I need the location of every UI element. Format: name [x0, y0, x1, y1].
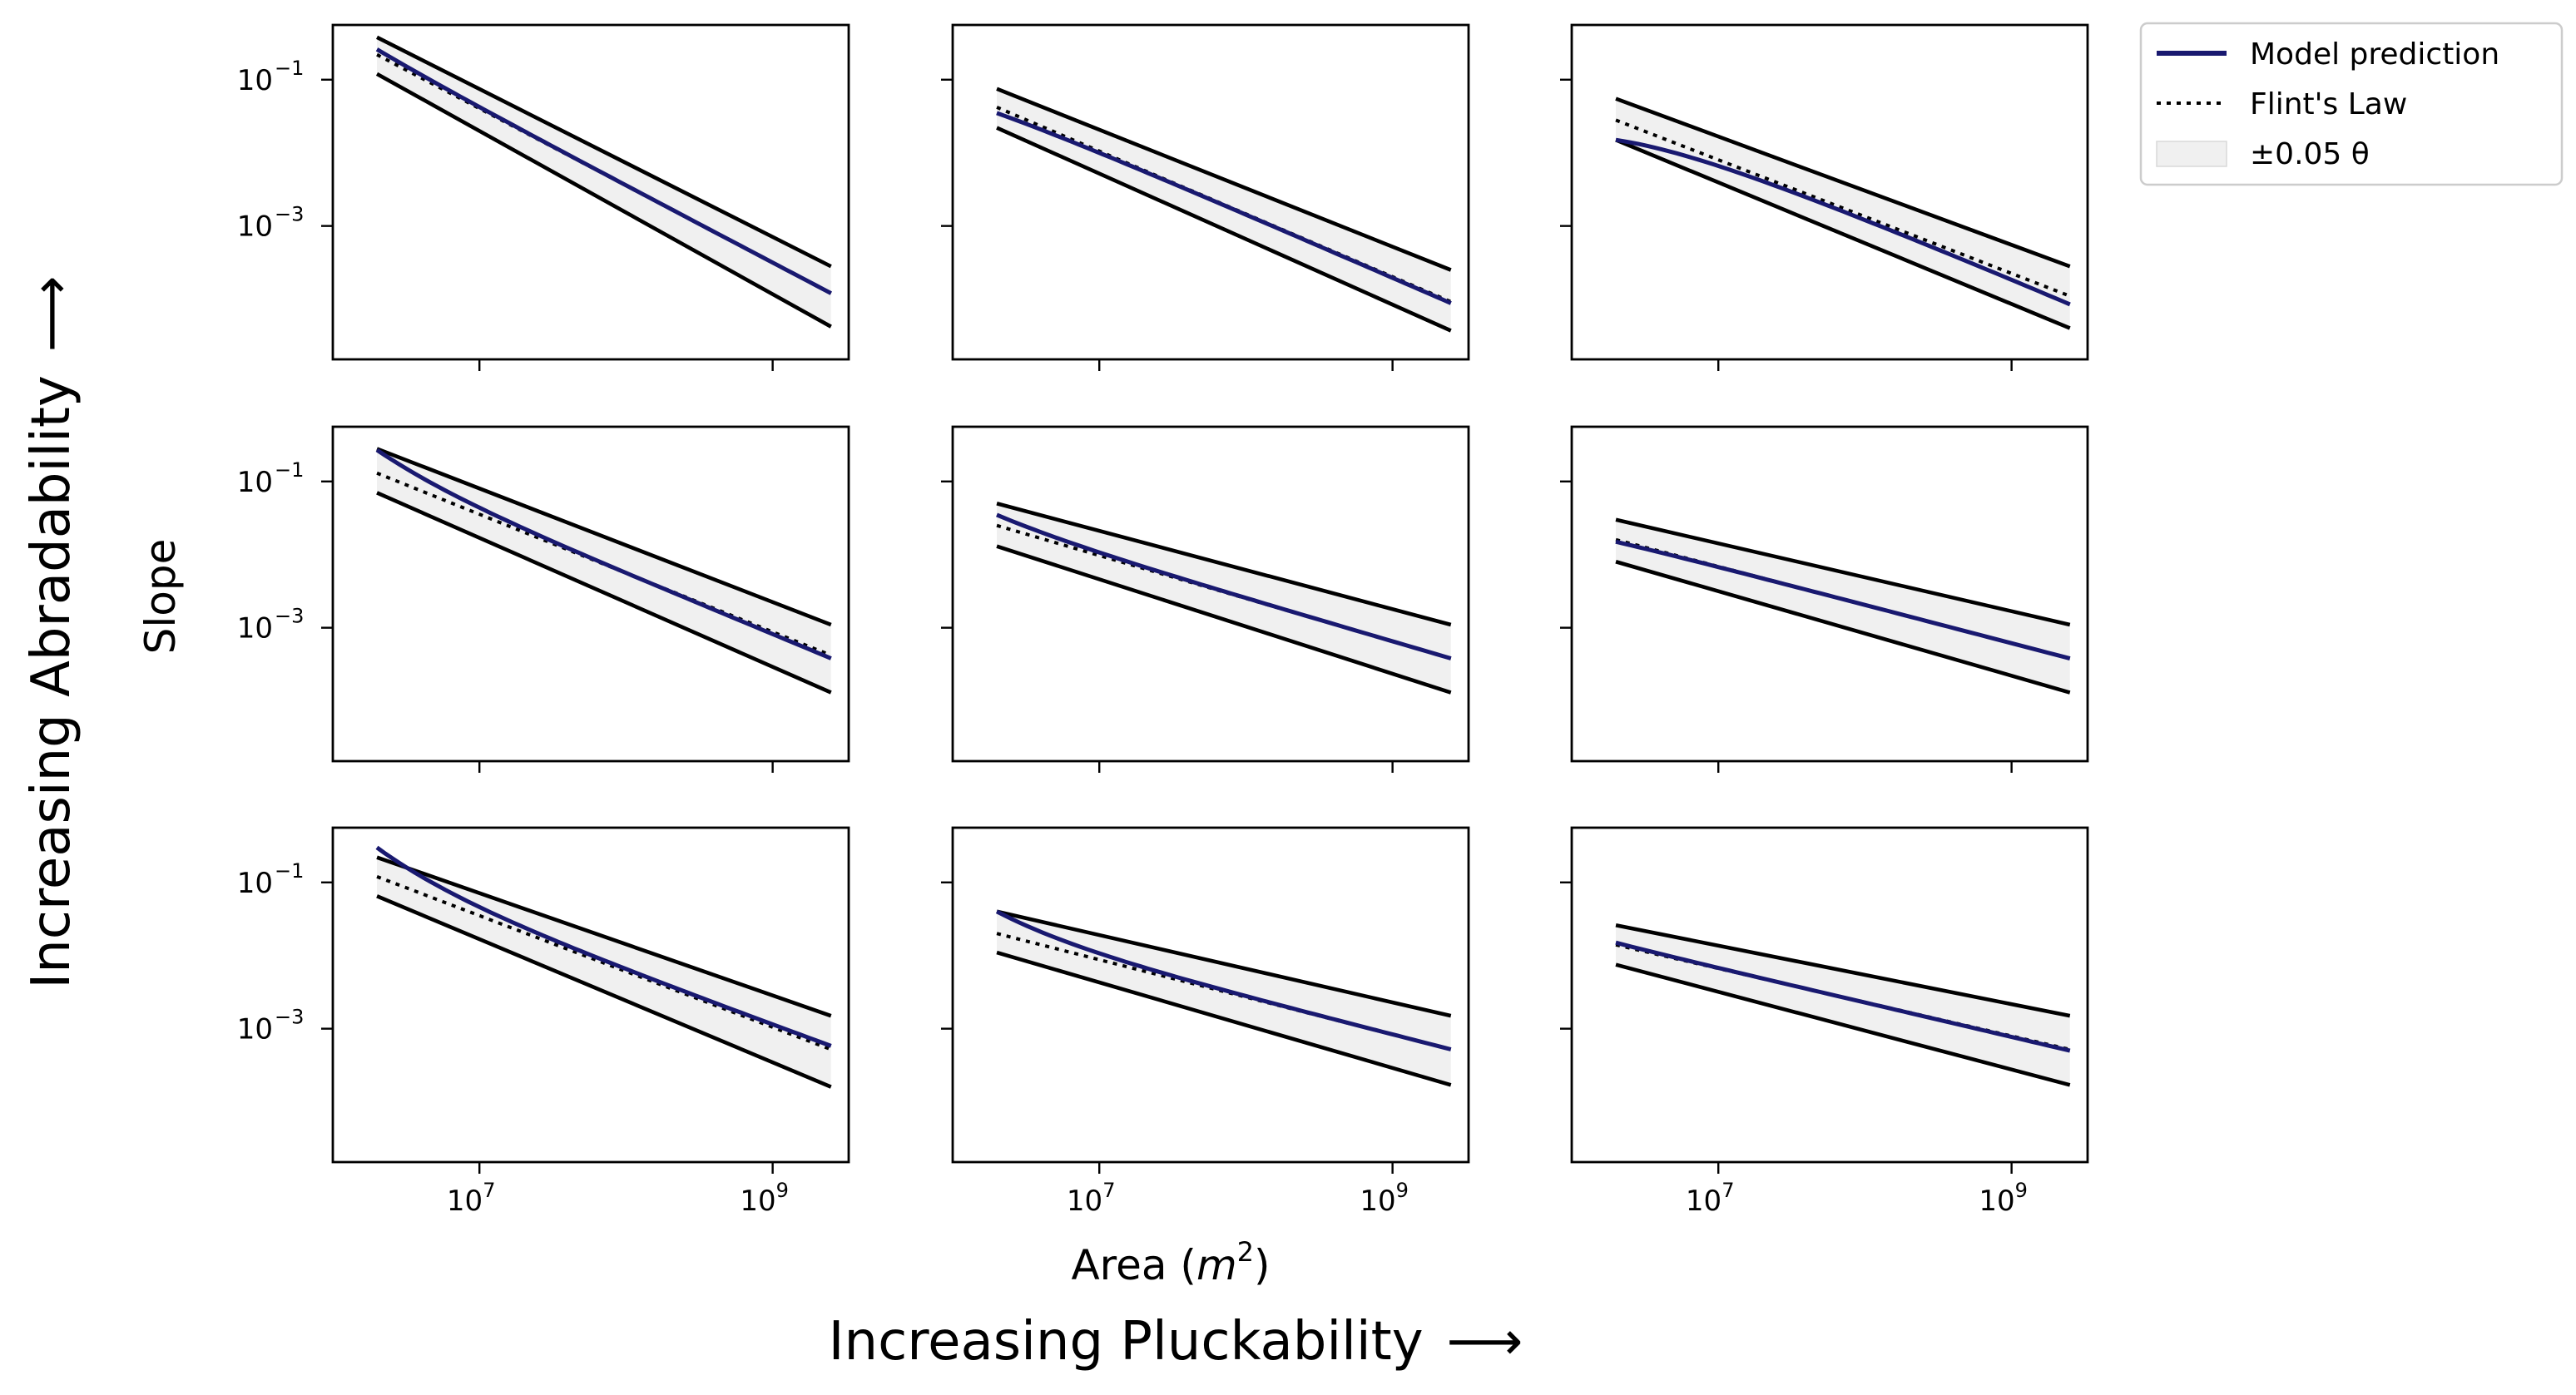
panel-frame — [951, 23, 1470, 361]
lower-bound-line — [996, 126, 1452, 333]
panel-frame — [331, 23, 850, 361]
panel-r1-c2 — [941, 23, 1470, 371]
column-direction-label: Increasing Pluckability ⟶ — [829, 1311, 1523, 1373]
legend-model-label: Model prediction — [2250, 37, 2499, 72]
y-tick-exponent: −1 — [275, 859, 304, 883]
model-prediction-line — [375, 47, 832, 295]
model-prediction-line — [375, 845, 832, 1048]
lower-bound-line — [375, 72, 832, 329]
panel-r2-c1: 10−110−3 — [237, 425, 850, 773]
y-tick-label: 10 — [237, 1013, 273, 1046]
panel-frame — [331, 826, 850, 1164]
upper-bound-line — [996, 502, 1452, 627]
panel-frame — [1570, 826, 2089, 1164]
y-tick-exponent: −1 — [275, 458, 304, 482]
band-fill — [377, 448, 831, 693]
model-prediction-line — [1615, 539, 2071, 661]
panel-frame — [951, 826, 1470, 1164]
model-prediction-line — [995, 909, 1452, 1051]
x-tick-label: 109 — [1360, 1179, 1409, 1218]
flint-law-line — [1615, 118, 2071, 298]
lower-bound-line — [1615, 138, 2071, 330]
legend: Model prediction Flint's Law ±0.05 θ — [2139, 22, 2564, 186]
panel-r1-c3 — [1560, 23, 2089, 371]
upper-bound-line — [996, 909, 1452, 1018]
model-prediction-line — [1615, 137, 2071, 307]
y-tick-label: 10 — [237, 64, 273, 97]
lower-bound-line — [1615, 962, 2071, 1087]
panel-frame — [951, 425, 1470, 763]
y-tick-exponent: −1 — [275, 57, 304, 80]
y-tick-label: 10 — [237, 612, 273, 646]
band-fill — [1616, 519, 2070, 693]
model-prediction-line — [996, 512, 1452, 660]
panel-r3-c2: 107 109 — [941, 826, 1470, 1218]
y-tick-exponent: −3 — [275, 605, 304, 628]
model-prediction-line — [375, 448, 832, 660]
upper-bound-line — [376, 855, 832, 1018]
band-fill — [997, 503, 1451, 693]
model-prediction-line — [1615, 940, 2071, 1053]
panel-frame — [1570, 23, 2089, 361]
upper-bound-line — [1615, 923, 2071, 1018]
legend-frame — [2139, 22, 2564, 186]
upper-bound-line — [996, 87, 1452, 272]
flint-law-line — [376, 874, 832, 1051]
panel-frame — [331, 425, 850, 763]
x-tick-label: 107 — [1067, 1179, 1116, 1218]
x-tick-label: 107 — [1686, 1179, 1735, 1218]
band-fill — [997, 88, 1451, 331]
legend-band-label: ±0.05 θ — [2250, 137, 2370, 171]
band-fill — [377, 857, 831, 1087]
x-tick-label: 109 — [1979, 1179, 2028, 1218]
y-tick-label: 10 — [237, 466, 273, 499]
lower-bound-line — [376, 894, 832, 1089]
upper-bound-line — [1615, 96, 2071, 269]
x-axis-label: Area (m2) — [1071, 1236, 1270, 1289]
lower-bound-line — [996, 544, 1452, 695]
upper-bound-line — [376, 447, 832, 627]
y-tick-label: 10 — [237, 210, 273, 244]
lower-bound-line — [1615, 560, 2071, 695]
band-fill — [377, 37, 831, 327]
band-fill — [1616, 925, 2070, 1086]
y-tick-label: 10 — [237, 867, 273, 900]
model-prediction-line — [996, 111, 1452, 305]
x-tick-label: 107 — [447, 1179, 496, 1218]
x-tick-label: 109 — [740, 1179, 789, 1218]
panel-r3-c3: 107 109 — [1560, 826, 2089, 1218]
upper-bound-line — [1615, 517, 2071, 627]
y-axis-label: Slope — [136, 539, 185, 655]
y-tick-exponent: −3 — [275, 203, 304, 226]
panel-frame — [1570, 425, 2089, 763]
panel-r2-c3 — [1560, 425, 2089, 773]
legend-flint-label: Flint's Law — [2250, 87, 2407, 121]
panel-r1-c1: 10−110−3 — [237, 23, 850, 371]
lower-bound-line — [996, 950, 1452, 1087]
flint-law-line — [376, 471, 832, 657]
y-tick-exponent: −3 — [275, 1006, 304, 1029]
upper-bound-line — [376, 35, 832, 269]
panel-r2-c2 — [941, 425, 1470, 773]
lower-bound-line — [376, 491, 832, 695]
legend-band-swatch — [2156, 141, 2227, 167]
row-direction-label: Increasing Abradability⟶ — [21, 275, 82, 988]
